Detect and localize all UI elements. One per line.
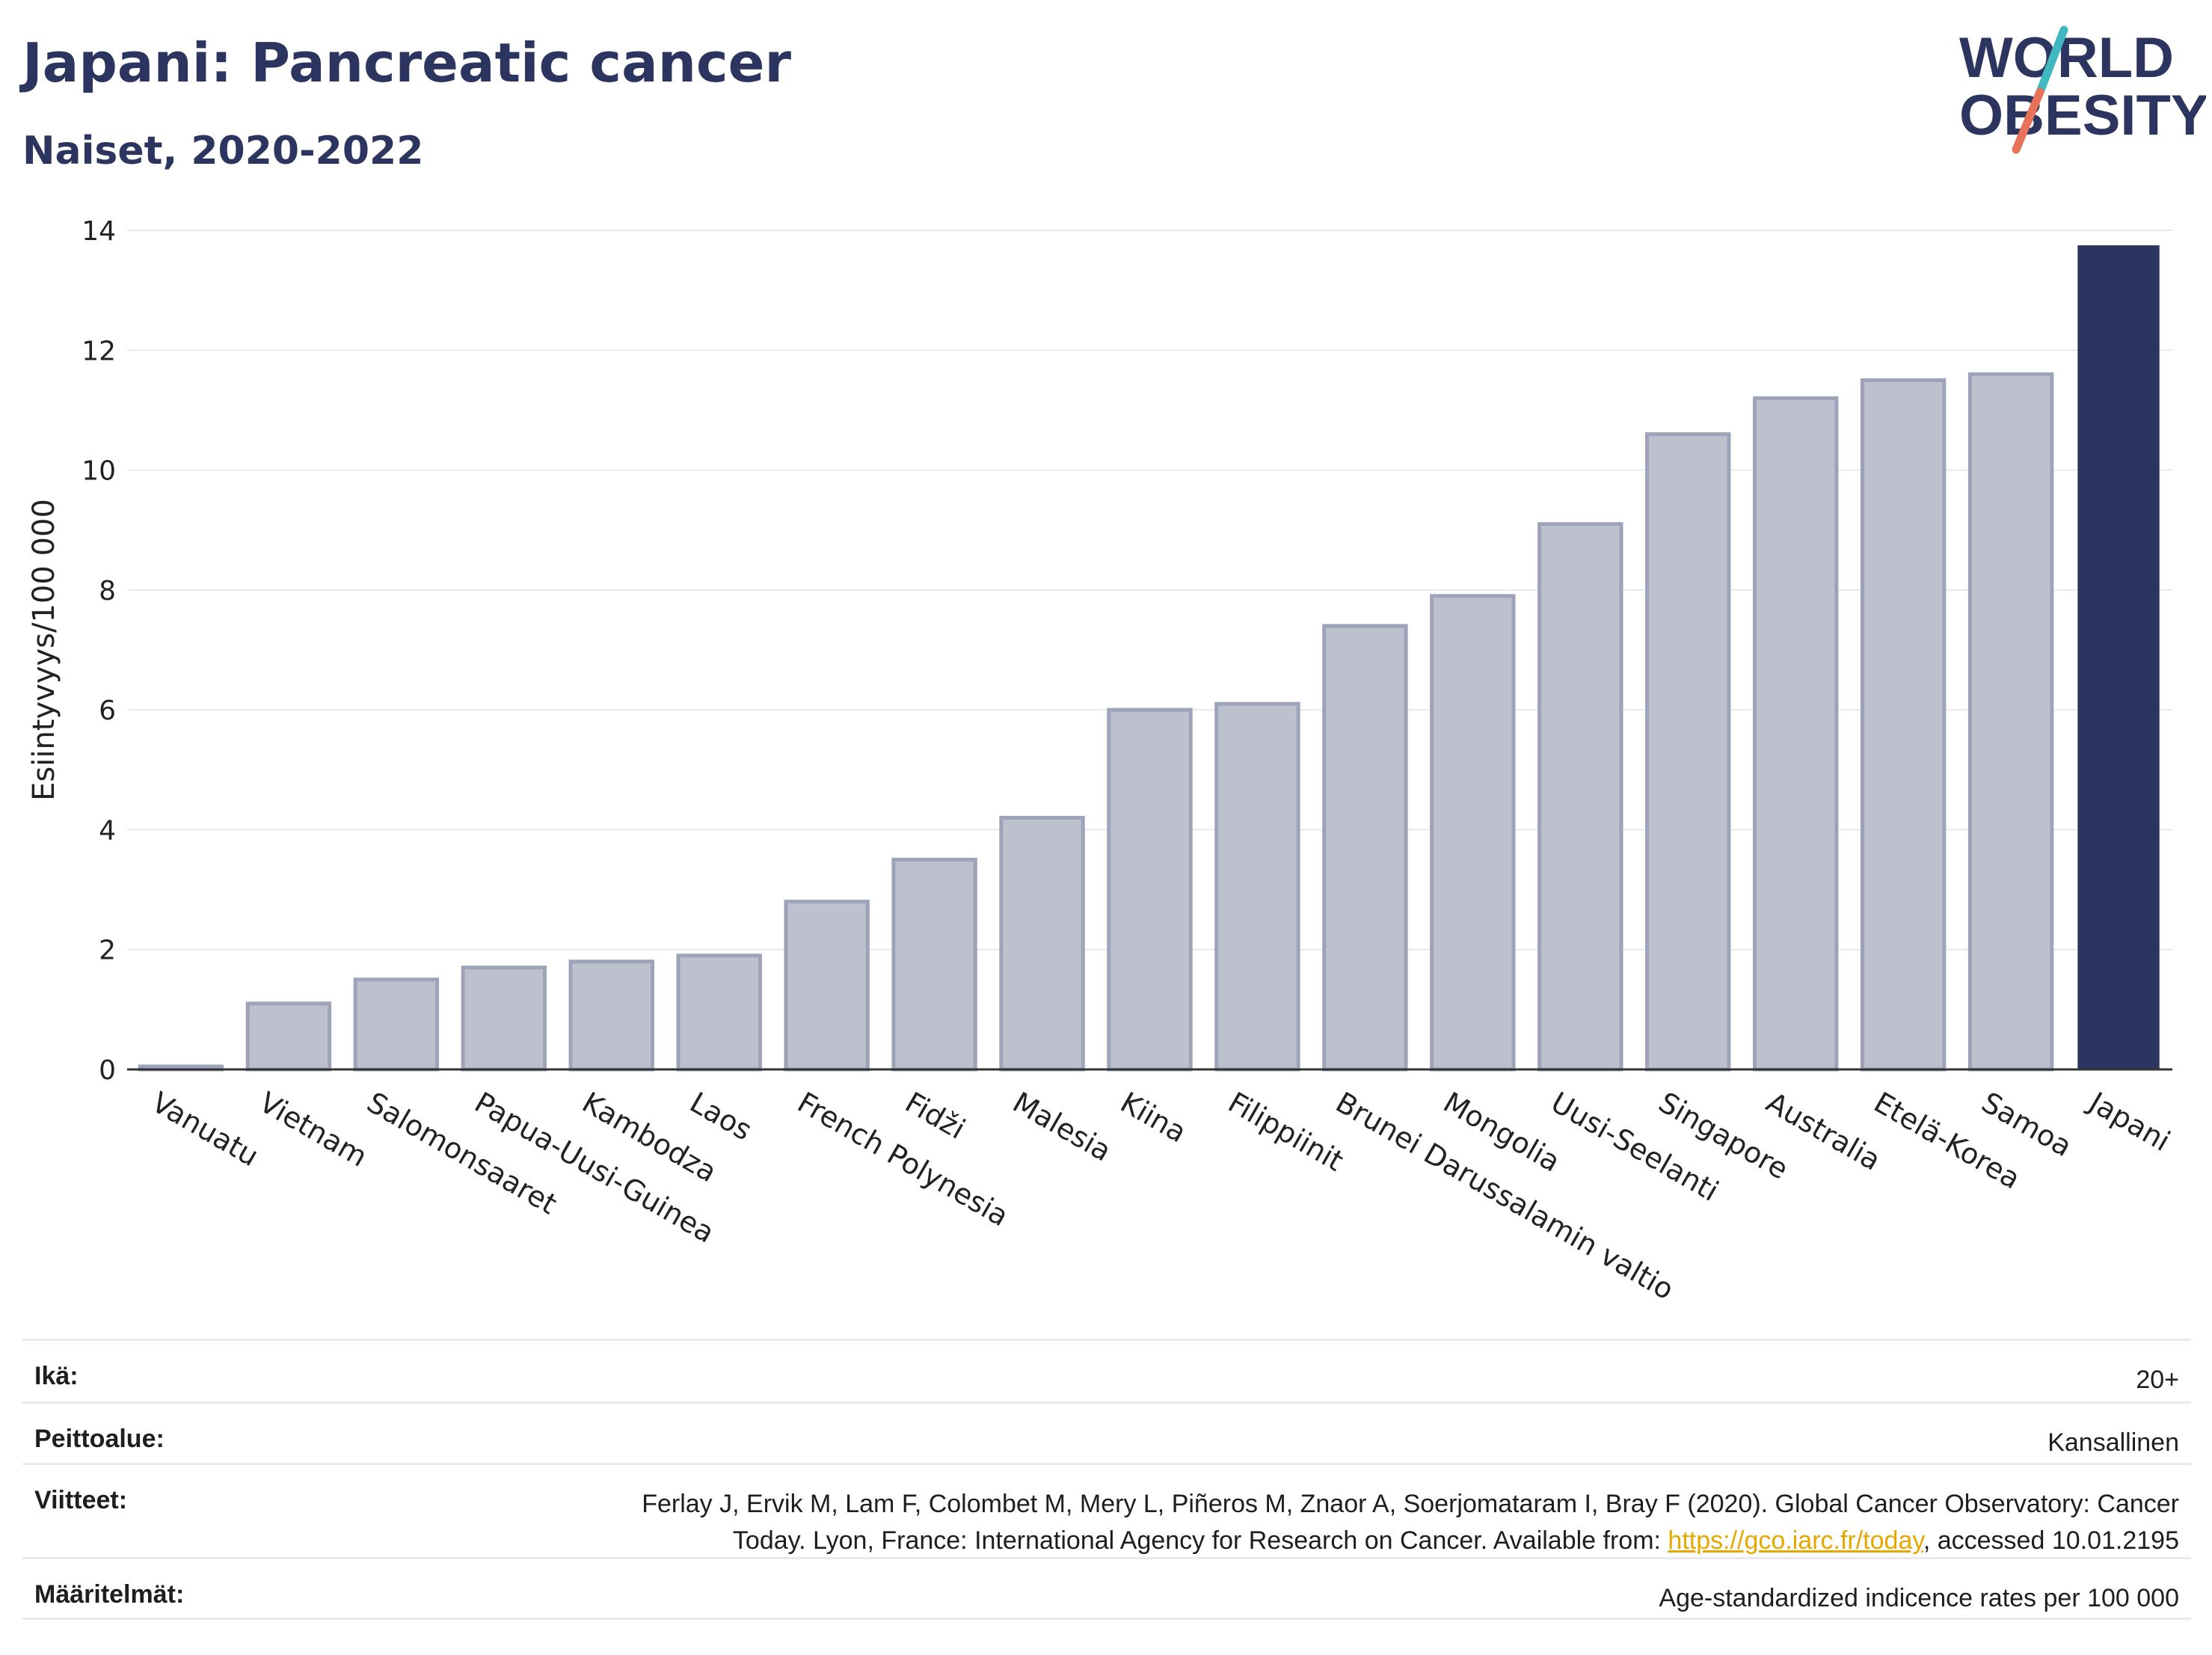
logo-line-world: WORLD — [1959, 26, 2174, 90]
x-tick-label: Laos — [684, 1086, 758, 1147]
y-tick-label: 14 — [82, 216, 116, 247]
references-value: Ferlay J, Ervik M, Lam F, Colombet M, Me… — [642, 1486, 2179, 1560]
x-tick-label: Salomonsaaret — [361, 1086, 562, 1221]
age-label: Ikä: — [34, 1362, 79, 1390]
coverage-label: Peittoalue: — [34, 1425, 165, 1453]
y-tick-label: 10 — [82, 456, 116, 487]
y-tick-label: 6 — [99, 696, 116, 726]
x-tick-label: Vietnam — [254, 1086, 372, 1173]
bar — [1860, 378, 1947, 1072]
references-line-2-end: , accessed 10.01.2195 — [1923, 1526, 2179, 1556]
bar — [1214, 701, 1300, 1072]
bar — [1430, 594, 1516, 1072]
x-tick-label: Filippiinit — [1223, 1086, 1349, 1178]
x-tick-label: Malesia — [1007, 1086, 1116, 1168]
references-line-1: Ferlay J, Ervik M, Lam F, Colombet M, Me… — [642, 1490, 2179, 1518]
chart-title: Japani: Pancreatic cancer — [22, 31, 791, 94]
bar — [353, 977, 440, 1072]
bar — [2077, 245, 2160, 1070]
y-tick-label: 2 — [99, 936, 116, 966]
logo-line-obesity: OBESITY — [1959, 84, 2206, 147]
bar — [1752, 396, 1839, 1072]
definitions-label: Määritelmät: — [34, 1580, 185, 1609]
y-tick-label: 12 — [82, 336, 116, 366]
meta-row-references: Viitteet: Ferlay J, Ervik M, Lam F, Colo… — [22, 1463, 2191, 1557]
x-tick-label: Kiina — [1115, 1086, 1192, 1149]
y-tick-label: 0 — [99, 1055, 116, 1086]
bar — [1107, 707, 1193, 1072]
bar — [245, 1001, 332, 1072]
y-tick-label: 8 — [99, 576, 116, 607]
x-tick-label: Japani — [2083, 1085, 2176, 1158]
bar — [1322, 624, 1408, 1072]
x-tick-label: Vanuatu — [146, 1086, 264, 1173]
definitions-value: Age-standardized indicence rates per 100… — [1659, 1584, 2179, 1612]
references-link[interactable]: https://gco.iarc.fr/today — [1668, 1526, 1923, 1556]
references-line-2-start: Today. Lyon, France: International Agenc… — [732, 1526, 1668, 1556]
bar-chart: 0 2 4 6 8 10 12 14 Esiintyvyys/100 000 VanuatuVie… — [27, 216, 2176, 1307]
bar — [784, 900, 870, 1072]
bar — [999, 815, 1085, 1072]
coverage-value: Kansallinen — [2047, 1428, 2179, 1457]
meta-row-age: Ikä: 20+ — [22, 1339, 2191, 1401]
bar — [1967, 372, 2054, 1072]
bar — [1537, 522, 1623, 1072]
x-tick-label: Fidži — [900, 1086, 971, 1146]
bar — [676, 954, 762, 1072]
chart-subtitle: Naiset, 2020-2022 — [22, 129, 424, 174]
metadata-table: Ikä: 20+ Peittoalue: Kansallinen Viittee… — [22, 1339, 2191, 1620]
logo-slash-teal — [2036, 25, 2068, 96]
meta-row-definitions: Määritelmät: Age-standardized indicence … — [22, 1557, 2191, 1620]
y-tick-label: 4 — [99, 815, 116, 846]
y-axis-label: Esiintyvyys/100 000 — [27, 499, 61, 801]
references-label: Viitteet: — [34, 1486, 128, 1514]
bar — [891, 858, 977, 1072]
logo-slash-coral — [2012, 87, 2044, 154]
world-obesity-logo: WORLD OBESITY — [1959, 25, 2206, 154]
age-value: 20+ — [2136, 1366, 2179, 1394]
bar — [568, 959, 654, 1072]
bar — [1645, 432, 1731, 1072]
bar — [461, 965, 547, 1072]
meta-row-coverage: Peittoalue: Kansallinen — [22, 1401, 2191, 1463]
